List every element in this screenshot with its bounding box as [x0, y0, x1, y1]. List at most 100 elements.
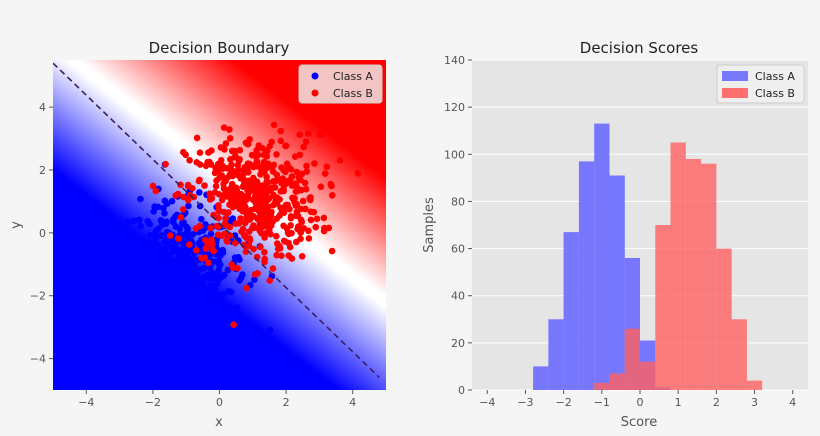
scatter-point-class-b [245, 163, 253, 171]
scatter-point-class-b [223, 236, 230, 244]
scatter-point-class-a [124, 218, 132, 225]
scatter-point-class-a [227, 288, 235, 296]
scatter-point-class-b [223, 165, 231, 172]
histogram-xlabel: Score [621, 415, 657, 430]
scatter-point-class-b [204, 240, 211, 248]
scatter-point-class-b [262, 150, 269, 158]
scatter-point-class-a [144, 330, 151, 338]
scatter-point-class-a [146, 299, 154, 307]
scatter-point-class-a [196, 241, 203, 248]
scatter-point-class-a [141, 336, 149, 344]
scatter-point-class-a [152, 303, 159, 310]
scatter-point-class-b [235, 220, 243, 227]
scatter-point-class-a [218, 273, 226, 281]
scatter-point-class-a [170, 269, 178, 277]
scatter-point-class-a [155, 225, 162, 232]
scatter-point-class-a [206, 297, 214, 305]
scatter-point-class-a [145, 269, 152, 277]
scatter-point-class-b [206, 190, 213, 197]
histogram-legend-label-class-a: Class A [755, 70, 795, 83]
scatter-point-class-a [113, 287, 120, 294]
scatter-point-class-a [200, 312, 207, 320]
scatter-point-class-b [297, 229, 305, 236]
scatter-point-class-b [307, 216, 315, 224]
histogram-ytick-label: 0 [458, 384, 465, 397]
scatter-point-class-a [163, 346, 170, 354]
scatter-point-class-b [214, 168, 222, 175]
scatter-point-class-a [121, 246, 128, 253]
histogram-legend-label-class-b: Class B [755, 87, 795, 100]
scatter-legend-marker-class-b [311, 89, 319, 97]
scatter-point-class-b [292, 188, 300, 195]
scatter-point-class-a [219, 249, 227, 256]
scatter-point-class-a [136, 254, 144, 262]
scatter-point-class-b [186, 241, 193, 248]
scatter-point-class-b [280, 222, 287, 230]
scatter-point-class-b [207, 161, 215, 168]
scatter-point-class-a [107, 224, 115, 232]
scatter-point-class-a [171, 310, 179, 318]
scatter-point-class-b [282, 142, 290, 150]
scatter-xtick-label: 4 [349, 396, 356, 409]
scatter-point-class-a [207, 310, 215, 317]
scatter-point-class-a [128, 290, 135, 297]
scatter-point-class-b [257, 171, 264, 178]
scatter-point-class-a [100, 344, 108, 351]
scatter-point-class-a [168, 197, 176, 205]
scatter-point-class-a [126, 252, 133, 259]
scatter-point-class-a [150, 208, 157, 215]
scatter-point-class-a [236, 256, 243, 264]
scatter-point-class-a [110, 322, 117, 329]
scatter-point-class-a [172, 213, 179, 220]
histogram-ytick-label: 40 [451, 290, 465, 303]
scatter-point-class-b [265, 226, 273, 234]
histogram-bar-class-b [655, 225, 671, 390]
scatter-point-class-b [293, 200, 301, 208]
scatter-point-class-b [320, 227, 328, 235]
scatter-axis-ticks: −4 −2 0 2 4 −4 −2 0 2 4 [30, 101, 356, 409]
scatter-point-class-a [196, 202, 204, 210]
scatter-point-class-b [336, 157, 344, 164]
histogram-bar-class-b [701, 163, 717, 390]
scatter-point-class-b [260, 211, 268, 218]
scatter-point-class-b [184, 181, 192, 189]
scatter-point-class-a [130, 217, 138, 225]
scatter-point-class-b [253, 147, 260, 154]
scatter-point-class-b [244, 193, 252, 200]
scatter-point-class-b [236, 191, 244, 198]
scatter-point-class-a [161, 197, 169, 205]
scatter-point-class-a [123, 283, 131, 290]
scatter-point-class-b [267, 184, 275, 192]
scatter-point-class-a [237, 274, 245, 282]
scatter-point-class-b [246, 235, 253, 242]
scatter-point-class-a [266, 326, 274, 334]
scatter-point-class-a [198, 215, 205, 223]
scatter-point-class-a [139, 277, 147, 285]
scatter-point-class-b [312, 223, 320, 231]
scatter-point-class-b [320, 214, 328, 222]
scatter-point-class-b [285, 163, 292, 171]
scatter-point-class-b [257, 184, 265, 191]
scatter-point-class-a [190, 254, 197, 262]
histogram-bar-class-b [746, 380, 763, 390]
scatter-point-class-b [293, 238, 300, 246]
scatter-point-class-b [207, 224, 214, 232]
scatter-point-class-b [297, 216, 305, 224]
histogram-ylabel: Samples [422, 197, 437, 253]
scatter-point-class-a [164, 257, 172, 264]
histogram-bar-class-a [594, 123, 610, 390]
scatter-point-class-b [152, 187, 160, 195]
scatter-point-class-b [301, 179, 309, 187]
scatter-point-class-b [226, 232, 234, 239]
scatter-point-class-a [109, 276, 117, 283]
scatter-point-class-b [177, 214, 185, 221]
scatter-point-class-b [303, 162, 310, 170]
scatter-point-class-b [276, 196, 283, 203]
scatter-point-class-a [170, 274, 178, 282]
scatter-point-class-a [124, 308, 131, 315]
scatter-point-class-b [234, 161, 242, 169]
scatter-point-class-b [328, 247, 336, 255]
scatter-point-class-b [266, 277, 274, 284]
histogram-xtick-label: 1 [675, 396, 682, 409]
scatter-point-class-b [196, 176, 203, 184]
